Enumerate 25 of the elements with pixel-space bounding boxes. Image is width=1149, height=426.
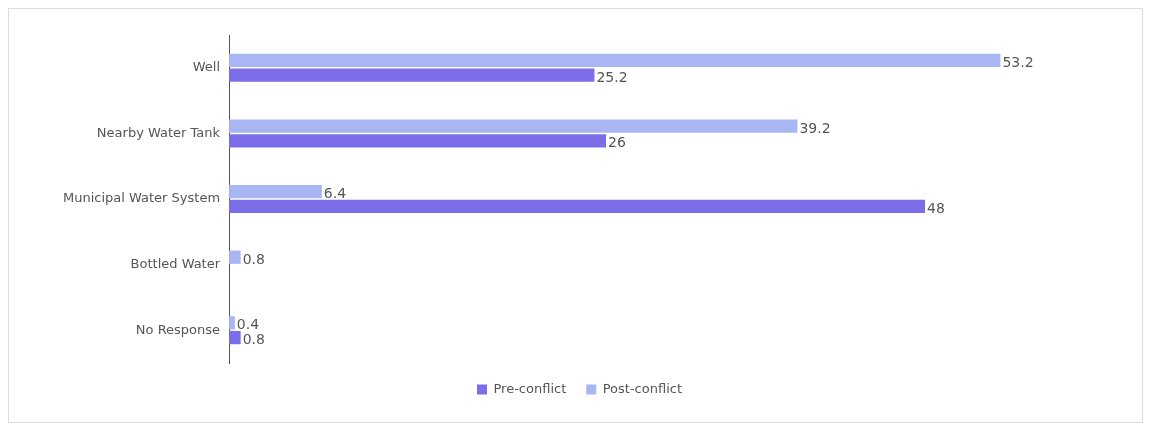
y-tick-label: Bottled Water (130, 255, 221, 271)
data-label: 6.4 (323, 185, 347, 202)
legend-label: Pre-conflict (493, 380, 567, 396)
bar (229, 134, 607, 148)
y-tick-label: Municipal Water System (62, 190, 221, 206)
bar (229, 199, 926, 214)
data-label: 0.4 (236, 316, 260, 333)
bar (229, 53, 1001, 68)
data-label: 39.2 (799, 119, 831, 136)
bar (229, 68, 595, 82)
data-label: 25.2 (596, 68, 628, 85)
bar (229, 330, 241, 345)
legend-label: Post-conflict (602, 380, 683, 396)
data-label: 53.2 (1002, 54, 1034, 71)
data-label: 0.8 (242, 250, 265, 267)
data-label: 0.8 (242, 331, 265, 348)
data-label: 26 (608, 134, 626, 151)
data-label: 48 (927, 200, 945, 217)
bar (229, 250, 241, 264)
y-tick-label: Nearby Water Tank (96, 124, 221, 140)
y-tick-label: No Response (135, 321, 221, 337)
bar (229, 184, 322, 199)
bar (229, 316, 235, 330)
y-tick-label: Well (192, 59, 221, 75)
bar (229, 119, 798, 133)
